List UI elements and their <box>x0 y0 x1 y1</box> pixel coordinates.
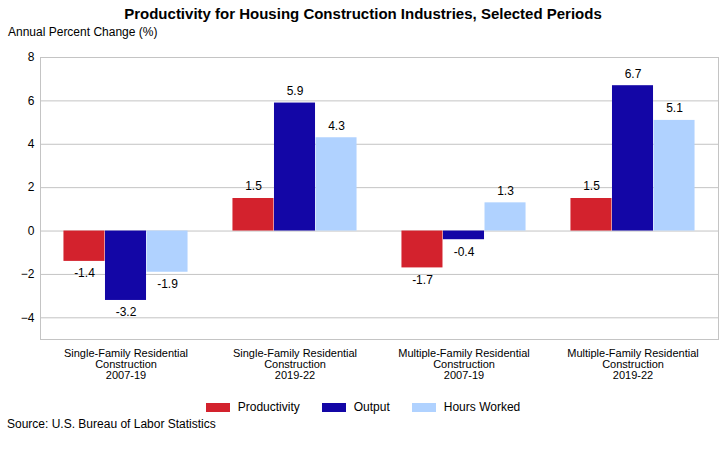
svg-text:-1.4: -1.4 <box>74 266 95 280</box>
html-text:Productivity for Housing Const: Productivity for Housing Construction In… <box>124 5 602 22</box>
html-text:Source: U.S. Bureau of Labor S: Source: U.S. Bureau of Labor Statistics <box>7 417 216 431</box>
svg-text:Multiple-Family ResidentialCon: Multiple-Family ResidentialConstruction2… <box>567 347 698 381</box>
svg-text:6.7: 6.7 <box>625 67 642 81</box>
svg-text:6: 6 <box>28 94 35 108</box>
html-text:Hours Worked: Hours Worked <box>443 400 521 414</box>
svg-text:0: 0 <box>28 224 35 238</box>
svg-text:4.3: 4.3 <box>328 119 345 133</box>
svg-text:Single-Family ResidentialConst: Single-Family ResidentialConstruction200… <box>64 347 188 381</box>
html-text:Annual Percent Change (%): Annual Percent Change (%) <box>8 25 158 39</box>
svg-text:Multiple-Family ResidentialCon: Multiple-Family ResidentialConstruction2… <box>398 347 529 381</box>
svg-text:Single-Family ResidentialConst: Single-Family ResidentialConstruction201… <box>233 347 357 381</box>
svg-text:4: 4 <box>28 137 35 151</box>
svg-text:1.3: 1.3 <box>497 184 514 198</box>
svg-text:-1.7: -1.7 <box>412 273 433 287</box>
html-text:Productivity: Productivity <box>237 400 300 414</box>
svg-text:8: 8 <box>28 50 35 64</box>
svg-text:−2: −2 <box>21 267 35 281</box>
svg-text:−4: −4 <box>21 311 35 325</box>
svg-text:2: 2 <box>28 180 35 194</box>
svg-text:1.5: 1.5 <box>245 179 262 193</box>
svg-text:5.9: 5.9 <box>287 84 304 98</box>
svg-text:-3.2: -3.2 <box>116 305 137 319</box>
html-text:Output: Output <box>353 400 390 414</box>
svg-text:-0.4: -0.4 <box>454 245 475 259</box>
svg-text:5.1: 5.1 <box>666 101 683 115</box>
svg-text:-1.9: -1.9 <box>157 277 178 291</box>
svg-text:1.5: 1.5 <box>583 179 600 193</box>
